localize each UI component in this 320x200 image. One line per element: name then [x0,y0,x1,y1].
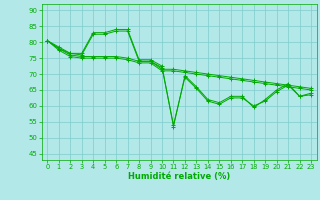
X-axis label: Humidité relative (%): Humidité relative (%) [128,172,230,181]
